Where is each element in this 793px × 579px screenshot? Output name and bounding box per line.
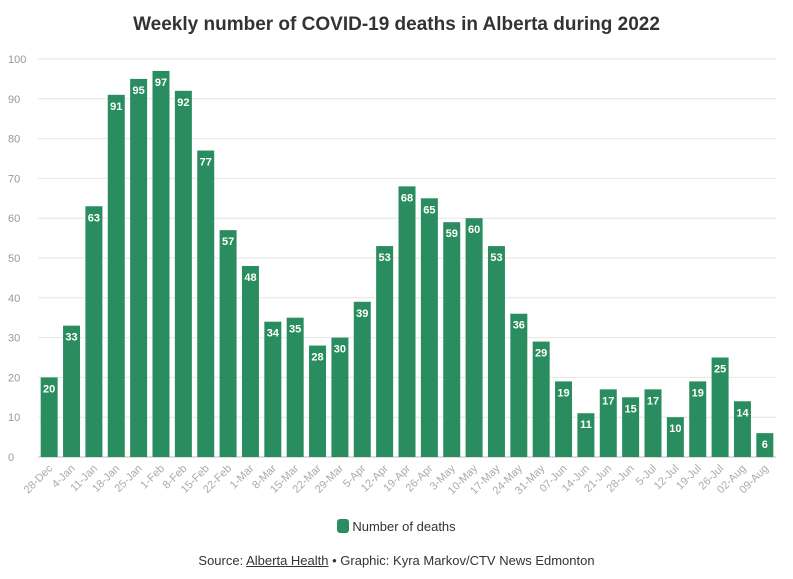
bar <box>420 198 438 458</box>
legend-swatch <box>337 519 350 533</box>
bar <box>487 246 505 457</box>
bar-value-label: 35 <box>289 324 301 336</box>
y-tick-label: 80 <box>8 134 20 146</box>
bar-value-label: 48 <box>244 272 256 284</box>
y-tick-label: 60 <box>8 213 20 225</box>
bar <box>309 345 327 457</box>
bar <box>532 341 550 457</box>
y-tick-label: 40 <box>8 293 20 305</box>
credit-text: Graphic: Kyra Markov/CTV News Edmonton <box>340 553 595 568</box>
bar-value-label: 28 <box>311 352 323 364</box>
bar-value-label: 60 <box>468 224 480 236</box>
bar-value-label: 53 <box>379 252 391 264</box>
bar <box>599 389 617 457</box>
y-axis: 0 10 20 30 40 50 60 70 80 90 100 <box>8 54 26 464</box>
bar-value-label: 10 <box>669 423 681 435</box>
bar-value-label: 63 <box>88 212 100 224</box>
bar-value-label: 92 <box>177 97 189 109</box>
bar <box>510 313 528 457</box>
bar-value-label: 36 <box>513 320 525 332</box>
bar <box>40 377 58 457</box>
bar <box>264 321 282 457</box>
bar <box>756 433 774 457</box>
bar <box>376 246 394 457</box>
bar-value-label: 17 <box>602 395 614 407</box>
bar-value-label: 17 <box>647 395 659 407</box>
bar-value-label: 6 <box>762 439 768 451</box>
bar-value-label: 30 <box>334 344 346 356</box>
bar-value-label: 34 <box>267 328 280 340</box>
bar-chart: 0 10 20 30 40 50 60 70 80 90 100 20 33 63 91 95 97 92 77 5… <box>8 54 776 497</box>
bar <box>63 325 81 457</box>
bar <box>353 301 371 457</box>
bar-value-label: 15 <box>625 403 637 415</box>
source-prefix: Source: <box>198 553 247 568</box>
bar-value-label: 97 <box>155 77 167 89</box>
bar-value-label: 57 <box>222 236 234 248</box>
bars: 20 33 63 91 95 97 92 77 57 48 34 35 28 30 39 53 68 65 59 60… <box>40 70 774 458</box>
bar <box>555 381 573 457</box>
x-tick-label: 1-Mar <box>228 462 257 491</box>
bar-value-label: 39 <box>356 308 368 320</box>
bar <box>711 357 729 457</box>
bar <box>689 381 707 457</box>
bar-value-label: 91 <box>110 101 122 113</box>
bar-value-label: 11 <box>580 419 592 431</box>
legend-label: Number of deaths <box>352 519 456 534</box>
y-tick-label: 20 <box>8 372 20 384</box>
bar-value-label: 59 <box>446 228 458 240</box>
bar-value-label: 14 <box>736 407 749 419</box>
bar <box>331 337 349 457</box>
bar-value-label: 53 <box>490 252 502 264</box>
bar <box>577 413 595 457</box>
bar <box>622 397 640 457</box>
bar <box>241 265 259 457</box>
bar <box>443 222 461 457</box>
source-separator: • <box>328 553 341 568</box>
bar-value-label: 19 <box>557 387 569 399</box>
bar <box>197 150 215 458</box>
bar-value-label: 20 <box>43 383 55 395</box>
bar <box>152 70 170 457</box>
bar <box>219 230 237 457</box>
bar <box>174 90 192 457</box>
bar-value-label: 77 <box>200 157 212 169</box>
x-tick-label: 28-Dec <box>22 462 56 496</box>
y-tick-label: 0 <box>8 452 14 464</box>
bar-value-label: 29 <box>535 348 547 360</box>
bar <box>286 317 304 457</box>
y-tick-label: 50 <box>8 253 20 265</box>
x-tick-label: 1-Feb <box>138 463 167 492</box>
bar <box>666 417 684 457</box>
legend[interactable]: Number of deaths <box>0 519 793 534</box>
bar-value-label: 68 <box>401 192 413 204</box>
bar-value-label: 19 <box>692 387 704 399</box>
bar-value-label: 33 <box>65 332 77 344</box>
bar <box>398 186 416 458</box>
bar-value-label: 65 <box>423 204 435 216</box>
chart-title: Weekly number of COVID-19 deaths in Albe… <box>133 14 660 35</box>
bar-value-label: 95 <box>133 85 145 97</box>
bar <box>107 94 125 457</box>
bar <box>130 78 148 458</box>
x-axis: 28-Dec4-Jan11-Jan18-Jan25-Jan1-Feb8-Feb1… <box>22 462 771 497</box>
y-tick-label: 100 <box>8 54 26 66</box>
bar <box>465 218 483 457</box>
bar <box>85 206 103 457</box>
y-tick-label: 70 <box>8 173 20 185</box>
y-tick-label: 10 <box>8 412 20 424</box>
bar-value-label: 25 <box>714 364 726 376</box>
source-credit: Source: Alberta Health • Graphic: Kyra M… <box>0 553 793 568</box>
bar <box>644 389 662 457</box>
y-tick-label: 90 <box>8 94 20 106</box>
y-tick-label: 30 <box>8 333 20 345</box>
bar <box>733 401 751 457</box>
source-link[interactable]: Alberta Health <box>246 553 329 568</box>
